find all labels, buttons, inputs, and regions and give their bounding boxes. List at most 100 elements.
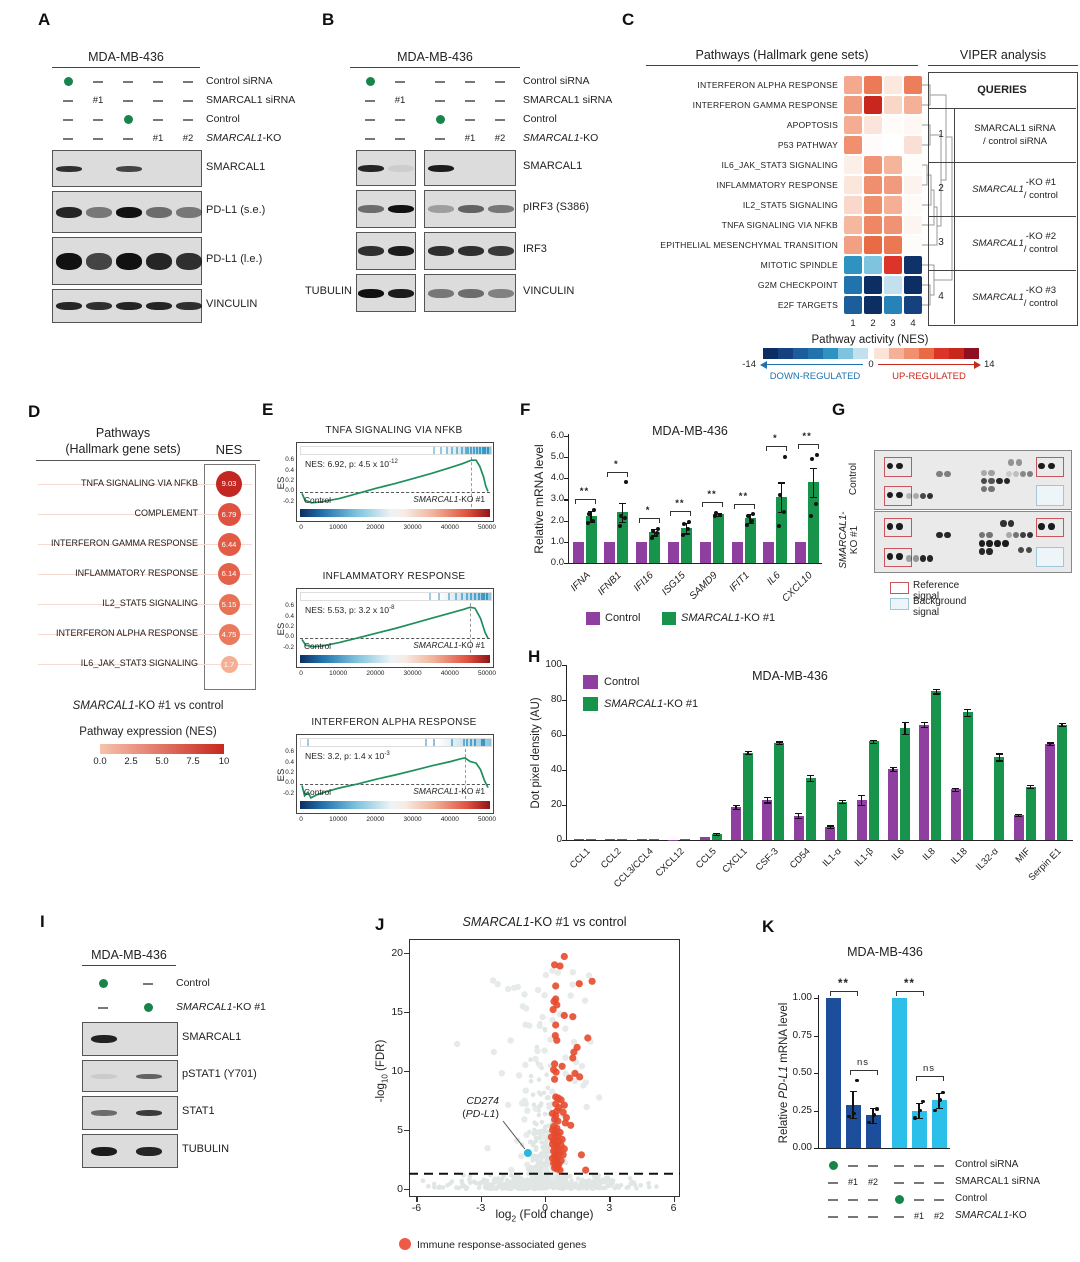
expression-colorbar-title: Pathway expression (NES)	[79, 726, 217, 738]
array-dot	[988, 477, 995, 485]
dash-symbol	[495, 99, 505, 102]
array-membrane	[874, 511, 1072, 573]
dash-symbol	[465, 80, 475, 83]
data-point	[534, 1163, 540, 1168]
row-leader-line	[38, 484, 252, 485]
gsea-xtick: 0	[299, 524, 303, 531]
data-point	[449, 1179, 455, 1184]
dash-symbol	[93, 80, 103, 83]
protein-band	[91, 1073, 117, 1079]
sig-label: *	[645, 505, 651, 517]
x-tick	[609, 1197, 611, 1202]
array-dot	[1008, 520, 1015, 527]
peak-line	[471, 457, 473, 507]
gsea-ko-label: SMARCAL1-KO #1	[413, 494, 485, 504]
heatmap-cell	[844, 116, 862, 134]
y-tick-label: 0.75	[792, 1029, 812, 1041]
gsea-xtick: 20000	[366, 670, 385, 677]
dash-symbol	[63, 137, 73, 140]
heatmap-row-label: MITOTIC SPINDLE	[760, 260, 838, 270]
panel-I: I MDA-MB-436 Control SMARCAL1-KO #1 SMARC…	[40, 910, 330, 1200]
array-dot	[1048, 462, 1055, 470]
error-bar-cap	[682, 522, 690, 524]
background-signal-box	[1035, 484, 1065, 507]
colorbar-segment	[964, 348, 979, 359]
panel-G: G Control SMARCAL1- KO #1 Reference signal…	[832, 398, 1080, 628]
data-point	[530, 1158, 535, 1163]
ko-bar	[962, 712, 973, 840]
gsea-control-label: Control	[304, 495, 331, 505]
data-dot	[618, 514, 623, 519]
array-dot	[886, 523, 893, 530]
data-point	[519, 1003, 526, 1010]
dash-symbol	[465, 118, 475, 121]
ko-bar	[743, 752, 753, 840]
x-tick	[545, 1197, 547, 1202]
data-dot	[714, 511, 719, 516]
protein-band	[176, 302, 202, 310]
error-bar-cap	[713, 833, 721, 835]
viper-row-number: 3	[928, 216, 955, 271]
hit-tick	[440, 447, 443, 454]
y-tick-label: 40	[550, 764, 562, 775]
data-point	[537, 1179, 542, 1185]
data-point	[538, 1161, 544, 1167]
heatmap-cell	[864, 296, 882, 314]
data-point	[567, 992, 574, 999]
data-point	[541, 1047, 548, 1054]
data-point	[536, 1077, 542, 1082]
dash-symbol	[868, 1198, 878, 1201]
down-regulated-label: DOWN-REGULATED	[769, 371, 861, 382]
y-tick-label: 10	[391, 1065, 403, 1077]
control-bar	[574, 839, 584, 840]
dash-symbol	[435, 80, 445, 83]
data-point	[432, 1185, 437, 1190]
y-tick-label: 60	[550, 729, 562, 740]
data-dot	[847, 1114, 851, 1119]
viper-table-box	[928, 72, 1078, 326]
hit-tick	[480, 739, 483, 746]
panel-d-label: D	[28, 402, 41, 421]
blot-left-label: TUBULIN	[304, 285, 352, 297]
y-tick	[562, 735, 566, 737]
down-arrow-head	[760, 361, 767, 369]
condition-label: Control siRNA	[206, 74, 273, 87]
expression-colorbar-tick: 10	[218, 756, 230, 767]
error-bar-cap	[807, 781, 815, 783]
panel-j-title: SMARCAL1-KO #1 vs control	[462, 915, 627, 929]
hit-tick	[428, 593, 431, 600]
data-dot	[933, 1108, 937, 1113]
y-tick-label: 0.50	[792, 1067, 812, 1078]
data-point	[536, 1112, 542, 1118]
colorbar-segment	[793, 348, 808, 359]
colorbar-min: -14	[742, 359, 756, 370]
gsea-ytick: -0.2	[283, 643, 294, 651]
data-dot	[617, 523, 622, 528]
error-bar-cap	[858, 805, 866, 807]
dash-symbol	[914, 1164, 924, 1167]
y-tick	[562, 805, 566, 807]
error-bar-cap	[746, 514, 754, 516]
data-point	[539, 1140, 544, 1145]
data-point	[538, 1092, 543, 1097]
plot-frame	[409, 939, 680, 1197]
ko-bar	[1025, 786, 1036, 840]
data-dot	[591, 518, 595, 523]
data-point	[511, 984, 518, 992]
ko-bar	[648, 838, 659, 840]
data-dot	[808, 514, 813, 519]
hit-tick	[466, 739, 469, 746]
data-point	[502, 1185, 508, 1191]
error-bar	[873, 739, 875, 743]
error-bar-cap	[849, 1091, 857, 1093]
dash-symbol	[63, 118, 73, 121]
sig-bracket	[670, 510, 692, 516]
data-point	[534, 1047, 541, 1055]
array-dot	[886, 491, 893, 499]
blot-box	[52, 237, 202, 285]
data-point	[542, 1111, 548, 1117]
data-point	[542, 971, 550, 979]
array-dot	[936, 471, 943, 478]
data-point	[523, 1149, 532, 1157]
